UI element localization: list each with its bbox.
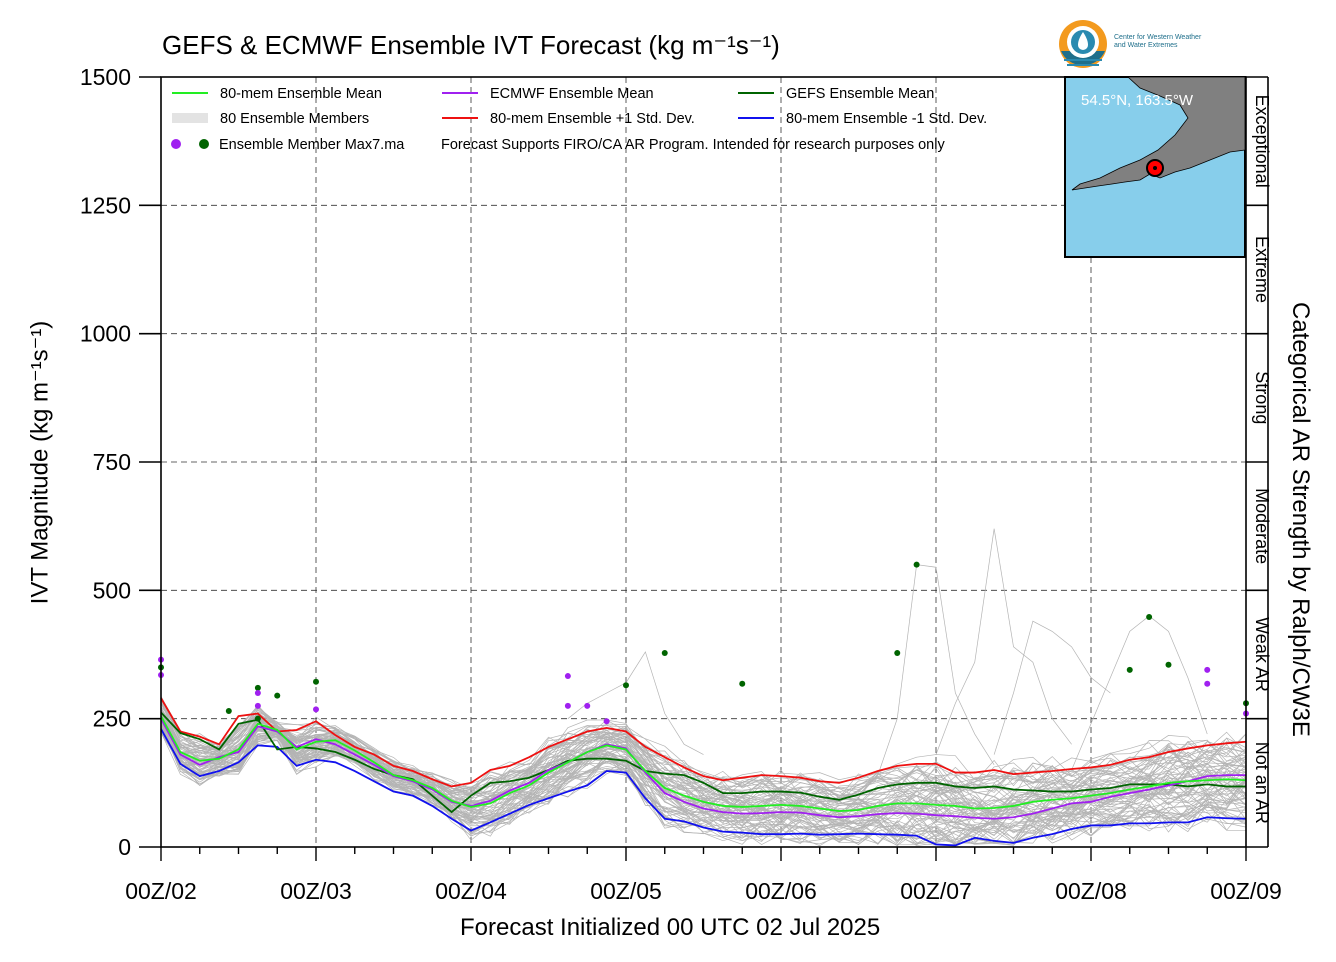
- legend-plus1-label: 80-mem Ensemble +1 Std. Dev.: [490, 111, 695, 127]
- ensemble-members: [160, 528, 1247, 847]
- legend-ecmwf-label: ECMWF Ensemble Mean: [490, 86, 654, 102]
- logo-line1: Center for Western Weather: [1114, 34, 1202, 41]
- y-tick-label: 1500: [80, 64, 131, 90]
- max7-point: [564, 702, 571, 709]
- x-axis-label: Forecast Initialized 00 UTC 02 Jul 2025: [460, 914, 881, 941]
- x-tick-label: 00Z/03: [280, 878, 352, 904]
- y-tick-label: 0: [118, 834, 131, 860]
- max7-point: [1146, 614, 1153, 621]
- member-trace: [160, 732, 1247, 847]
- member-trace: [160, 719, 1247, 827]
- x-tick-label: 00Z/08: [1055, 878, 1127, 904]
- legend-mean80-label: 80-mem Ensemble Mean: [220, 86, 382, 102]
- member-trace: [935, 528, 1072, 755]
- series-line: [160, 718, 1246, 820]
- member-trace: [160, 714, 1247, 815]
- max7-point: [254, 702, 261, 709]
- category-label: Exceptional: [1252, 95, 1272, 188]
- category-label: Extreme: [1252, 236, 1272, 303]
- max7-point: [661, 649, 668, 656]
- legend-max7-label: Ensemble Member Max7.ma: [219, 137, 405, 153]
- category-label: Weak AR: [1252, 617, 1272, 692]
- legend-members-label: 80 Ensemble Members: [220, 111, 369, 127]
- y-tick-label: 1000: [80, 321, 131, 347]
- y-axis-label: IVT Magnitude (kg m⁻¹s⁻¹): [26, 320, 54, 605]
- max7-point: [254, 684, 261, 691]
- series-line: [160, 728, 1247, 847]
- member-trace: [160, 714, 1247, 812]
- max7-point: [1126, 666, 1133, 673]
- y-tick-label: 250: [93, 706, 131, 732]
- max7-point: [739, 680, 746, 687]
- x-tick-label: 00Z/07: [900, 878, 972, 904]
- member-trace: [160, 711, 1247, 822]
- logo-line2: and Water Extremes: [1114, 42, 1178, 49]
- legend-gefs-label: GEFS Ensemble Mean: [786, 86, 934, 102]
- max7-point: [313, 678, 319, 685]
- series-line: [160, 697, 1247, 788]
- series-line: [160, 711, 1246, 814]
- x-tick-label: 00Z/09: [1210, 878, 1282, 904]
- member-trace: [993, 620, 1111, 755]
- max7-point: [1204, 666, 1211, 673]
- cw3e-logo-icon: [1059, 20, 1107, 68]
- x-tick-label: 00Z/06: [745, 878, 817, 904]
- category-label: Strong: [1252, 371, 1272, 424]
- location-marker-center: [1153, 166, 1157, 170]
- member-trace: [160, 730, 1247, 846]
- chart-title: GEFS & ECMWF Ensemble IVT Forecast (kg m…: [162, 30, 780, 60]
- member-trace: [567, 651, 704, 755]
- max7-point: [564, 673, 571, 680]
- legend-max7-gefs-dot: [199, 139, 209, 149]
- member-trace: [160, 720, 1247, 827]
- y-tick-label: 750: [93, 449, 131, 475]
- max7-point: [623, 682, 629, 689]
- legend-note: Forecast Supports FIRO/CA AR Program. In…: [441, 137, 945, 153]
- max7-point: [913, 561, 920, 568]
- x-tick-label: 00Z/04: [435, 878, 507, 904]
- member-trace: [160, 730, 1247, 845]
- max7-point: [1204, 680, 1211, 687]
- max7-point: [1165, 661, 1172, 668]
- inset-map: 54.5°N, 163.5°W: [1064, 76, 1246, 258]
- member-trace: [1071, 615, 1208, 771]
- series-line: [160, 715, 1247, 812]
- member-trace: [160, 726, 1247, 844]
- y-tick-label: 1250: [80, 192, 131, 218]
- max7-point: [274, 692, 281, 699]
- inset-land: [1071, 76, 1246, 191]
- max7-point: [254, 715, 261, 722]
- category-label: Moderate: [1252, 488, 1272, 564]
- max7-point: [225, 707, 232, 714]
- y-tick-label: 500: [93, 577, 131, 603]
- member-trace: [160, 696, 1247, 799]
- category-label: Not an AR: [1252, 742, 1272, 824]
- member-trace: [160, 704, 1247, 797]
- max7-point: [584, 702, 591, 709]
- x-tick-label: 00Z/02: [125, 878, 197, 904]
- inset-location-label: 54.5°N, 163.5°W: [1081, 92, 1194, 109]
- member-trace: [160, 696, 1247, 796]
- cw3e-logo: Center for Western Weather and Water Ext…: [1058, 18, 1248, 72]
- max7-point: [313, 706, 319, 713]
- right-axis-label: Categorical AR Strength by Ralph/CW3E: [1287, 302, 1314, 737]
- member-trace: [160, 721, 1247, 826]
- max7-point: [254, 690, 261, 696]
- legend-minus1-label: 80-mem Ensemble -1 Std. Dev.: [786, 111, 987, 127]
- x-tick-label: 00Z/05: [590, 878, 662, 904]
- max7-point: [603, 718, 610, 725]
- max7-point: [894, 649, 901, 656]
- legend-max7-ecmwf-dot: [171, 139, 181, 149]
